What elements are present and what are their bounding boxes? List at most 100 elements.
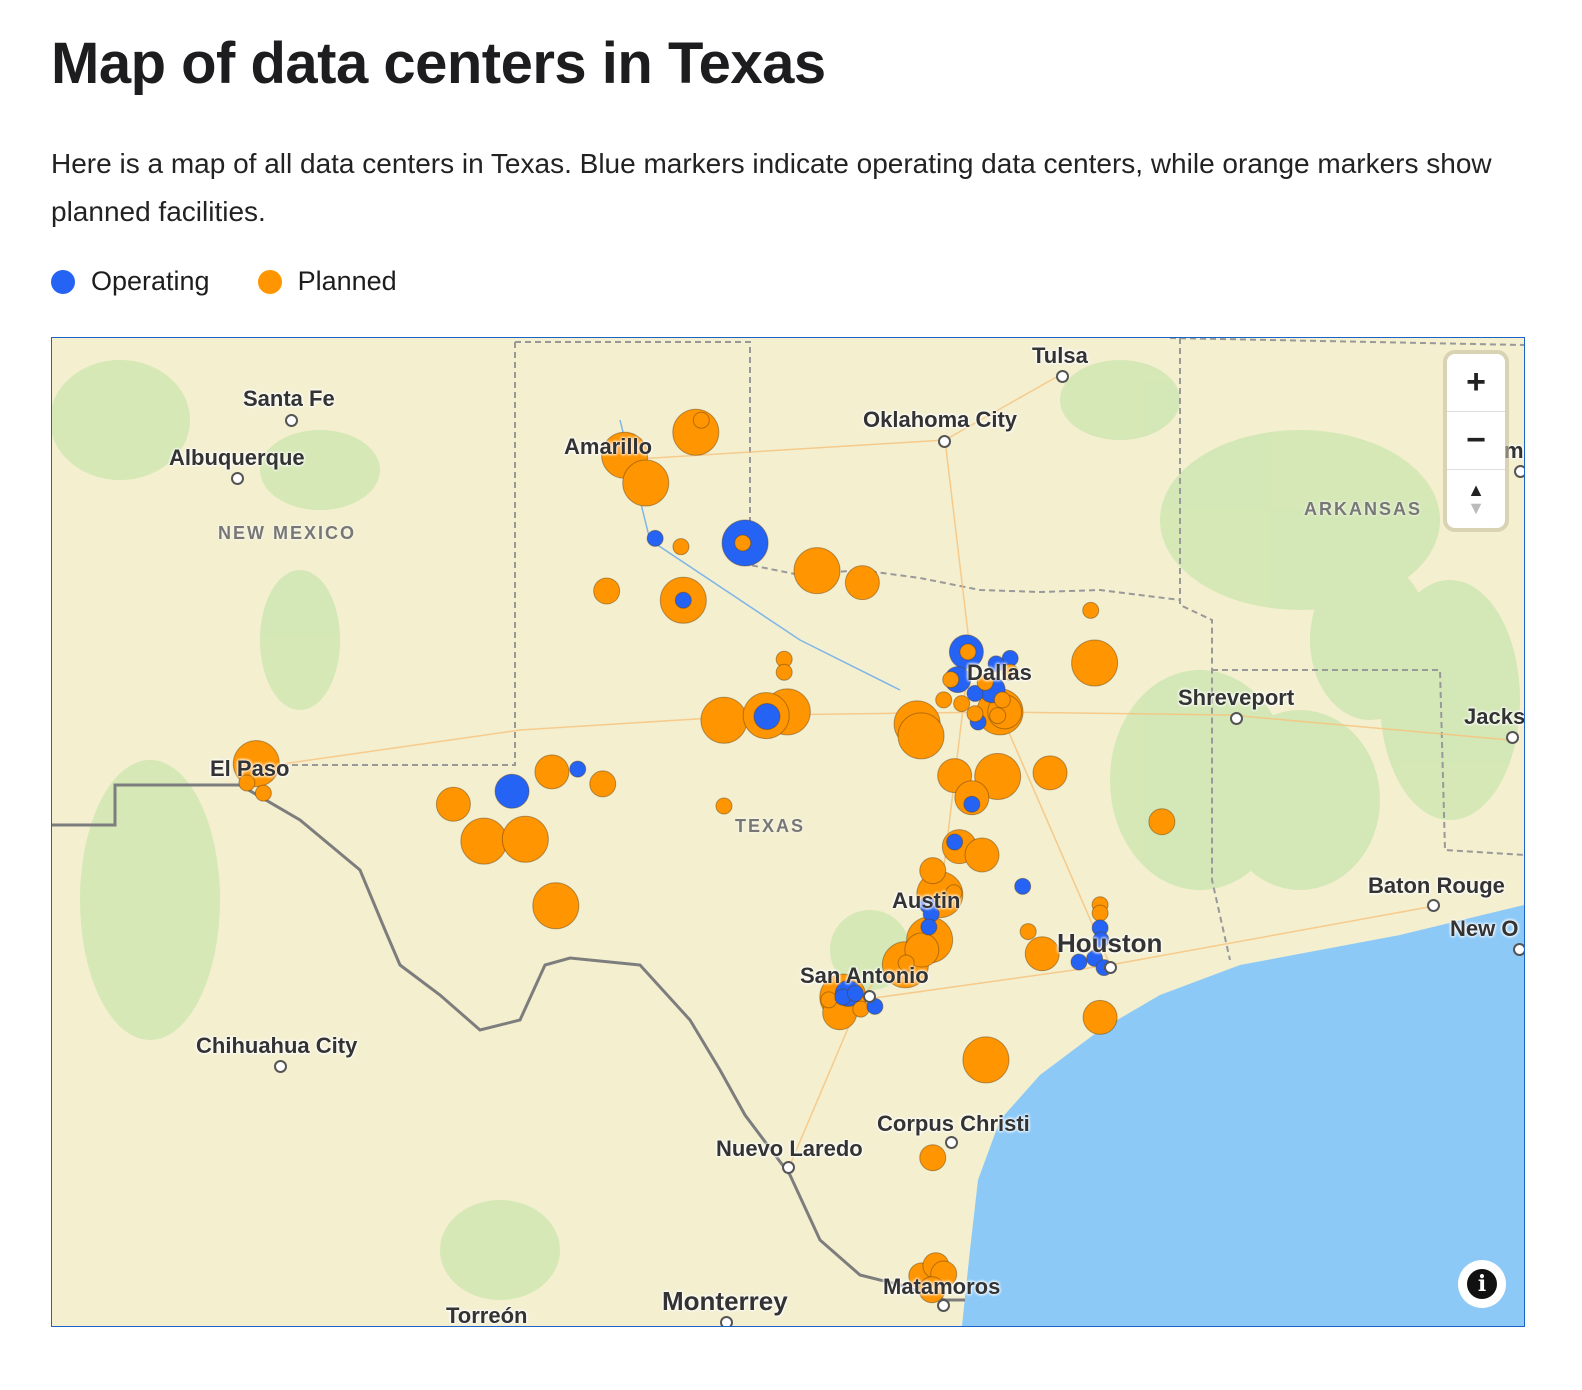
planned-data-center-marker[interactable] [501, 815, 549, 863]
zoom-in-button[interactable]: + [1447, 354, 1505, 412]
info-button[interactable]: i [1458, 1260, 1506, 1308]
city-dot [231, 472, 244, 485]
operating-data-center-marker[interactable] [1014, 877, 1032, 895]
city-shreveport[interactable]: Shreveport [1178, 685, 1295, 710]
city-amarillo[interactable]: Amarillo [564, 434, 653, 459]
map[interactable]: NEW MEXICO TEXAS ARKANSAS Santa Fe Albuq… [51, 337, 1525, 1327]
city-tulsa[interactable]: Tulsa [1032, 343, 1088, 368]
planned-data-center-marker[interactable] [1071, 639, 1119, 687]
operating-data-center-marker[interactable] [963, 795, 981, 813]
city-san-antonio[interactable]: San Antonio [800, 963, 929, 988]
city-oklahoma-city[interactable]: Oklahoma City [863, 407, 1018, 432]
planned-data-center-marker[interactable] [852, 1000, 870, 1018]
operating-data-center-marker[interactable] [674, 591, 692, 609]
operating-data-center-marker[interactable] [966, 684, 984, 702]
planned-data-center-marker[interactable] [962, 1036, 1010, 1084]
planned-data-center-marker[interactable] [942, 671, 960, 689]
planned-data-center-marker[interactable] [1082, 601, 1100, 619]
planned-data-center-marker[interactable] [897, 954, 915, 972]
city-baton-rouge[interactable]: Baton Rouge [1368, 873, 1505, 898]
planned-data-center-marker[interactable] [904, 932, 940, 968]
planned-data-center-marker[interactable] [734, 534, 752, 552]
city-el-paso[interactable]: El Paso [210, 756, 290, 781]
planned-data-center-marker[interactable] [692, 411, 710, 429]
operating-data-center-marker[interactable] [494, 773, 530, 809]
planned-data-center-marker[interactable] [793, 547, 841, 595]
operating-data-center-marker[interactable] [753, 703, 781, 731]
planned-data-center-marker[interactable] [993, 691, 1011, 709]
city-albuquerque[interactable]: Albuquerque [169, 445, 305, 470]
planned-data-center-marker[interactable] [1148, 808, 1176, 836]
operating-data-center-marker[interactable] [987, 655, 1005, 673]
region-arkansas: ARKANSAS [1304, 499, 1423, 519]
compass-button[interactable]: ▲ ▼ [1447, 470, 1505, 527]
city-santa-fe[interactable]: Santa Fe [243, 386, 335, 411]
planned-data-center-marker[interactable] [964, 837, 1000, 873]
operating-data-center-marker[interactable] [569, 760, 587, 778]
city-memphis[interactable]: m [1504, 438, 1524, 463]
planned-data-center-marker[interactable] [435, 786, 471, 822]
planned-data-center-marker[interactable] [672, 538, 690, 556]
planned-data-center-marker[interactable] [460, 817, 508, 865]
city-dot [945, 1136, 958, 1149]
planned-data-center-marker[interactable] [918, 1276, 946, 1304]
city-chihuahua[interactable]: Chihuahua City [196, 1033, 358, 1058]
planned-data-center-marker[interactable] [238, 774, 256, 792]
city-dot [782, 1161, 795, 1174]
operating-data-center-marker[interactable] [946, 833, 964, 851]
planned-data-center-marker[interactable] [974, 753, 1022, 801]
city-houston[interactable]: Houston [1057, 928, 1163, 958]
zoom-controls: + − ▲ ▼ [1447, 354, 1505, 528]
planned-data-center-marker[interactable] [1032, 755, 1068, 791]
planned-data-center-marker[interactable] [232, 740, 280, 788]
operating-data-center-marker[interactable] [646, 529, 664, 547]
planned-data-center-marker[interactable] [593, 577, 621, 605]
planned-data-center-marker[interactable] [844, 565, 880, 601]
planned-data-center-marker[interactable] [1082, 999, 1118, 1035]
planned-data-center-marker[interactable] [953, 695, 971, 713]
planned-data-center-marker[interactable] [1001, 663, 1019, 681]
planned-data-center-marker[interactable] [700, 696, 748, 744]
planned-data-center-marker[interactable] [976, 673, 994, 691]
city-dot [720, 1316, 733, 1326]
operating-data-center-marker[interactable] [920, 918, 938, 936]
planned-data-center-marker[interactable] [254, 784, 272, 802]
planned-data-center-marker[interactable] [1091, 904, 1109, 922]
planned-data-center-marker[interactable] [589, 770, 617, 798]
city-austin[interactable]: Austin [892, 888, 961, 913]
city-dot [938, 435, 951, 448]
planned-data-center-marker[interactable] [532, 882, 580, 930]
planned-data-center-marker[interactable] [820, 991, 838, 1009]
planned-data-center-marker[interactable] [945, 884, 963, 902]
planned-data-center-marker[interactable] [919, 1144, 947, 1172]
description: Here is a map of all data centers in Tex… [51, 148, 1492, 227]
city-torreon[interactable]: Torreón [446, 1303, 528, 1327]
city-new-orleans[interactable]: New O [1450, 916, 1519, 941]
city-jackson[interactable]: Jacks [1464, 704, 1525, 729]
operating-data-center-marker[interactable] [1070, 953, 1088, 971]
planned-data-center-marker[interactable] [534, 754, 570, 790]
zoom-out-button[interactable]: − [1447, 412, 1505, 470]
planned-data-center-marker[interactable] [919, 857, 947, 885]
city-nuevo-laredo[interactable]: Nuevo Laredo [716, 1136, 863, 1161]
planned-data-center-marker[interactable] [1019, 923, 1037, 941]
city-corpus-christi[interactable]: Corpus Christi [877, 1111, 1030, 1136]
planned-data-center-marker[interactable] [622, 459, 670, 507]
legend-operating: Operating [51, 266, 210, 297]
planned-data-center-marker[interactable] [897, 712, 945, 760]
planned-data-center-marker[interactable] [935, 691, 953, 709]
city-matamoros[interactable]: Matamoros [883, 1274, 1001, 1299]
info-icon: i [1467, 1269, 1497, 1299]
city-dallas[interactable]: Dallas [967, 660, 1032, 685]
city-dot [285, 414, 298, 427]
markers-layer [232, 408, 1176, 1304]
planned-data-center-marker[interactable] [966, 705, 984, 723]
planned-data-center-marker[interactable] [959, 643, 977, 661]
operating-data-center-marker[interactable] [1092, 931, 1110, 949]
city-monterrey[interactable]: Monterrey [662, 1286, 788, 1316]
planned-data-center-marker[interactable] [715, 797, 733, 815]
city-dot [1506, 731, 1519, 744]
planned-data-center-marker[interactable] [775, 663, 793, 681]
planned-data-center-marker[interactable] [989, 707, 1007, 725]
planned-data-center-marker[interactable] [1024, 936, 1060, 972]
